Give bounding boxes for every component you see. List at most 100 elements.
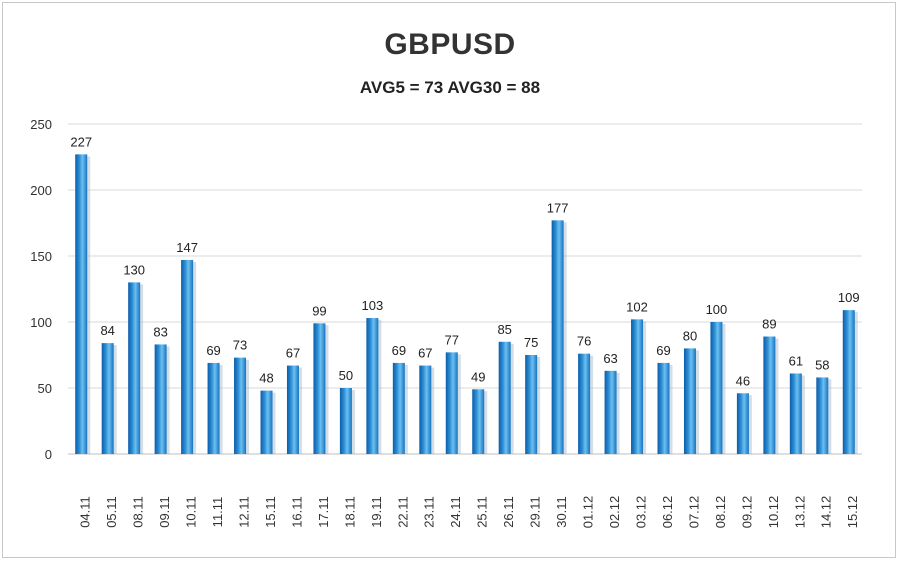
bar	[789, 373, 802, 454]
x-tick-label: 02.12	[607, 496, 622, 529]
bar	[101, 343, 114, 454]
bar	[392, 362, 405, 454]
x-tick-label: 23.11	[422, 496, 437, 528]
bar	[128, 282, 141, 454]
x-axis-ticks: 04.11 05.11 08.11 09.11 10.11 11.11 12.11 15.11…	[78, 496, 861, 529]
data-label: 73	[233, 338, 247, 353]
x-tick-label: 08.11	[131, 496, 146, 528]
y-tick-label: 50	[38, 381, 52, 396]
bar	[260, 390, 273, 454]
data-label: 102	[626, 299, 648, 314]
bar	[445, 352, 458, 454]
data-label: 109	[838, 290, 860, 305]
x-tick-label: 26.11	[501, 496, 516, 528]
bar	[366, 318, 379, 454]
data-label: 77	[445, 332, 459, 347]
data-label: 46	[736, 373, 750, 388]
chart-subtitle: AVG5 = 73 AVG30 = 88	[359, 78, 541, 97]
bar	[498, 341, 511, 454]
x-tick-label: 08.12	[713, 496, 728, 529]
x-tick-label: 16.11	[289, 496, 304, 528]
bar	[763, 336, 776, 454]
data-label: 103	[362, 298, 384, 313]
bar	[604, 370, 617, 454]
data-label: 50	[339, 368, 353, 383]
data-label: 147	[176, 240, 198, 255]
x-tick-label: 06.12	[660, 496, 675, 529]
data-label: 67	[418, 346, 432, 361]
bar	[578, 353, 591, 454]
x-tick-label: 19.11	[369, 496, 384, 528]
data-label: 85	[497, 322, 511, 337]
data-label: 67	[286, 346, 300, 361]
bar	[472, 389, 485, 454]
x-tick-label: 25.11	[475, 496, 490, 528]
bar	[842, 310, 855, 454]
bar	[736, 393, 749, 454]
bar	[525, 355, 538, 454]
data-label: 89	[762, 317, 776, 332]
x-tick-label: 07.12	[686, 496, 701, 529]
y-axis-ticks: 0 50 100 150 200 250	[30, 117, 52, 462]
x-tick-label: 04.11	[78, 496, 93, 528]
data-label: 49	[471, 369, 485, 384]
data-label: 227	[70, 134, 92, 149]
data-label: 83	[153, 324, 167, 339]
y-tick-label: 100	[30, 315, 52, 330]
data-label: 69	[206, 343, 220, 358]
x-tick-label: 10.12	[766, 496, 781, 529]
bar	[286, 365, 299, 454]
bar	[631, 319, 644, 454]
x-tick-label: 05.11	[104, 496, 119, 528]
chart-title: GBPUSD	[384, 28, 516, 61]
x-tick-label: 12.11	[236, 496, 251, 528]
data-labels: 227 84 130 83 147 69 73 48 67 99 50 103 69 67 77 49 85 75…	[70, 134, 859, 388]
data-label: 99	[312, 303, 326, 318]
y-tick-label: 250	[30, 117, 52, 132]
x-tick-label: 29.11	[528, 496, 543, 528]
y-tick-label: 150	[30, 249, 52, 264]
bar	[313, 323, 326, 454]
data-label: 48	[259, 371, 273, 386]
x-tick-label: 15.11	[263, 496, 278, 528]
data-label: 100	[706, 302, 728, 317]
x-tick-label: 24.11	[448, 496, 463, 528]
bar	[154, 344, 167, 454]
bar	[181, 259, 194, 454]
x-tick-label: 09.12	[739, 496, 754, 529]
y-tick-label: 200	[30, 183, 52, 198]
x-tick-label: 03.12	[633, 496, 648, 529]
gridlines	[68, 123, 862, 455]
x-tick-label: 11.11	[210, 497, 225, 528]
bar	[234, 357, 247, 454]
bar	[657, 362, 670, 454]
x-tick-label: 17.11	[316, 496, 331, 528]
bar	[207, 362, 220, 454]
x-tick-label: 10.11	[184, 496, 199, 528]
x-tick-label: 13.12	[792, 496, 807, 529]
data-label: 130	[123, 262, 145, 277]
y-tick-label: 0	[45, 447, 52, 462]
x-tick-label: 30.11	[554, 496, 569, 528]
data-label: 69	[656, 343, 670, 358]
x-tick-label: 15.12	[845, 496, 860, 529]
data-label: 61	[789, 353, 803, 368]
bars	[75, 154, 858, 455]
bar	[419, 365, 432, 454]
data-label: 84	[100, 323, 114, 338]
data-label: 76	[577, 334, 591, 349]
bar	[339, 388, 352, 454]
x-tick-label: 01.12	[581, 496, 596, 529]
data-label: 69	[392, 343, 406, 358]
data-label: 58	[815, 357, 829, 372]
x-tick-label: 09.11	[157, 496, 172, 528]
bar	[710, 322, 723, 454]
bar	[75, 154, 88, 455]
data-label: 80	[683, 328, 697, 343]
x-tick-label: 22.11	[395, 496, 410, 528]
x-tick-label: 14.12	[819, 496, 834, 529]
data-label: 63	[603, 351, 617, 366]
data-label: 75	[524, 335, 538, 350]
